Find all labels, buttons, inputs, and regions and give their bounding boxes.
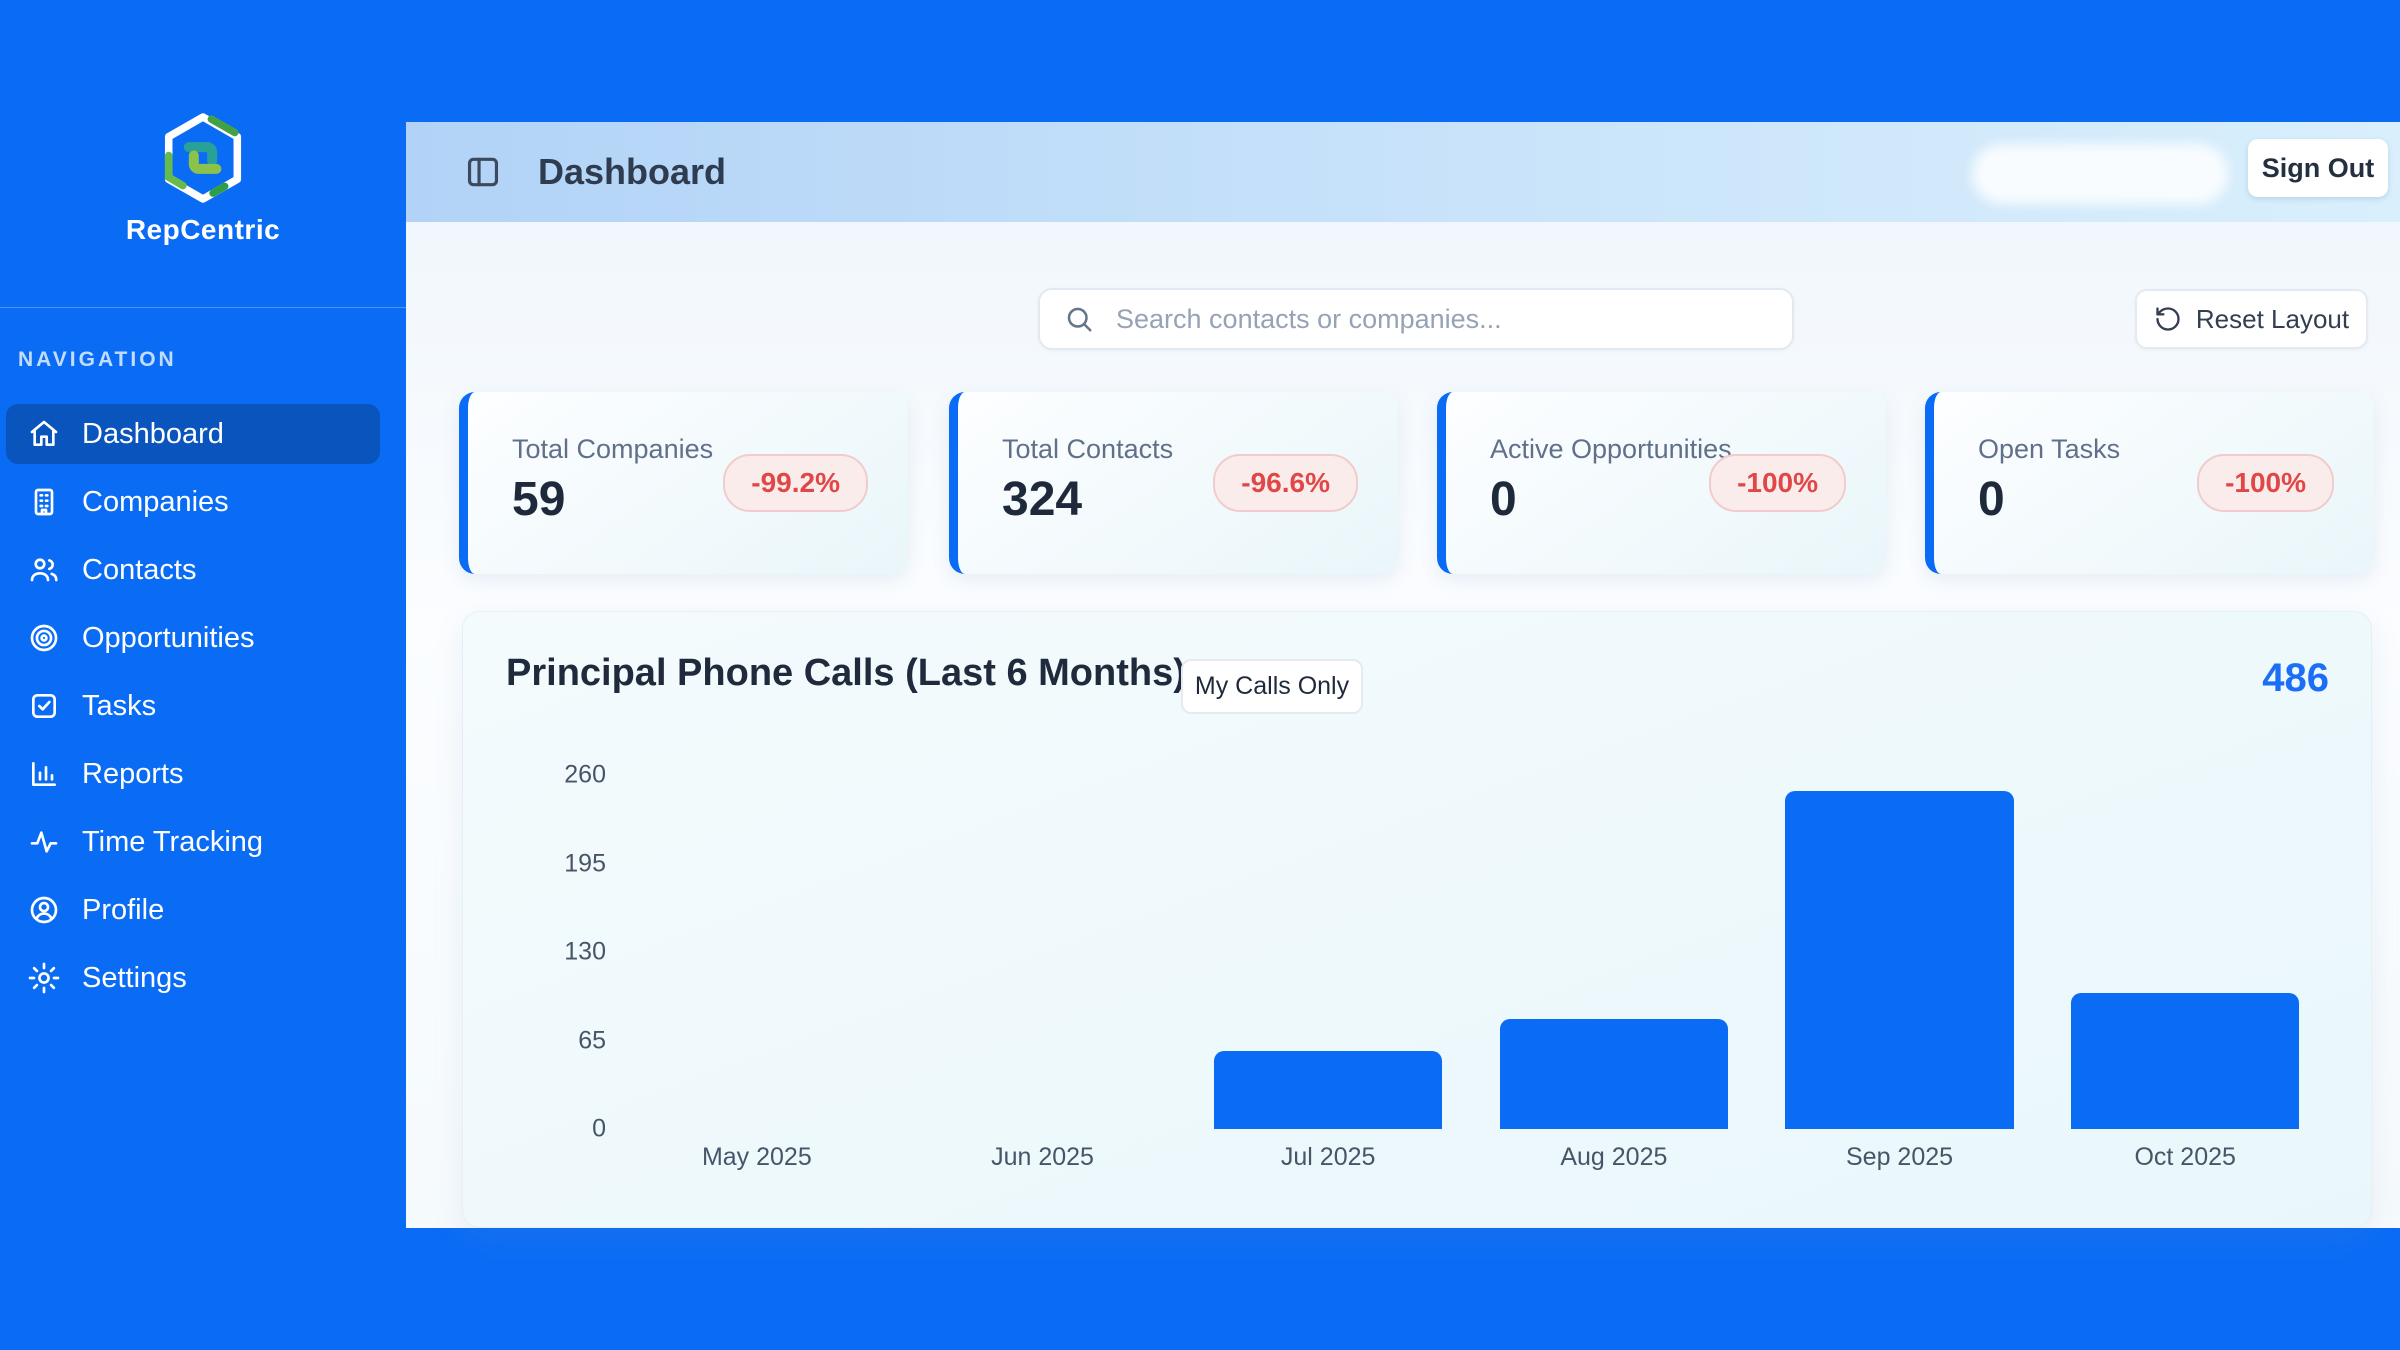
user-account-pill-blurred [1972, 144, 2228, 204]
sidebar-item-label: Time Tracking [82, 825, 264, 858]
brand-name: RepCentric [125, 214, 281, 245]
stat-value: 0 [1978, 473, 2005, 526]
stat-label: Active Opportunities [1490, 434, 1732, 464]
gear-icon [28, 962, 60, 994]
content-panel: Dashboard Sign Out Reset Layout Total Co… [406, 122, 2400, 1228]
chart-total-value: 486 [2262, 656, 2329, 700]
bar-jul-2025 [1213, 1051, 1443, 1129]
bar-sep-2025 [1785, 791, 2014, 1129]
sidebar-item-settings[interactable]: Settings [6, 948, 380, 1008]
page-header: Dashboard Sign Out [406, 122, 2400, 222]
chart-column [2042, 775, 2328, 1129]
my-calls-only-button[interactable]: My Calls Only [1181, 659, 1363, 714]
x-tick: Aug 2025 [1560, 1143, 1668, 1171]
stat-card-active-opportunities: Active Opportunities 0 -100% [1437, 392, 1886, 574]
bar-oct-2025 [2070, 992, 2300, 1129]
y-tick: 260 [564, 760, 606, 789]
sidebar-item-time-tracking[interactable]: Time Tracking [6, 812, 380, 872]
stat-label: Open Tasks [1978, 434, 2121, 464]
stat-value: 324 [1002, 473, 1083, 526]
user-circle-icon [28, 894, 60, 926]
search-bar [1038, 288, 1794, 350]
sidebar-item-dashboard[interactable]: Dashboard [6, 404, 380, 464]
x-tick: Jun 2025 [991, 1143, 1094, 1171]
sidebar-item-reports[interactable]: Reports [6, 744, 380, 804]
x-tick: Jul 2025 [1280, 1143, 1376, 1171]
stat-value: 59 [512, 473, 566, 526]
y-tick: 65 [578, 1026, 606, 1054]
nav-section-label: NAVIGATION [18, 348, 177, 371]
nav-list: Dashboard Companies Contacts Opportuniti… [0, 404, 406, 1016]
sidebar-item-label: Contacts [82, 553, 197, 586]
y-axis: 260 195 130 65 0 [493, 761, 606, 1143]
phone-calls-chart-card: Principal Phone Calls (Last 6 Months) My… [462, 611, 2372, 1228]
sidebar-item-companies[interactable]: Companies [6, 472, 380, 532]
search-input[interactable] [1114, 302, 1768, 336]
change-badge: -96.6% [1213, 454, 1358, 512]
change-badge: -100% [2197, 454, 2334, 512]
logo: RepCentric [0, 112, 406, 246]
change-badge: -99.2% [723, 454, 868, 512]
stat-label: Total Contacts [1002, 434, 1174, 464]
x-tick: Sep 2025 [1846, 1143, 1954, 1171]
sidebar-toggle-icon[interactable] [464, 153, 502, 191]
stat-card-total-companies: Total Companies 59 -99.2% [459, 392, 908, 574]
sidebar-item-label: Tasks [82, 689, 157, 722]
bar-plot-area [614, 775, 2328, 1129]
sidebar-item-profile[interactable]: Profile [6, 880, 380, 940]
chart-column [1185, 775, 1471, 1129]
sidebar: RepCentric NAVIGATION Dashboard Companie… [0, 0, 406, 1350]
rotate-ccw-icon [2154, 305, 2182, 333]
sidebar-item-label: Dashboard [82, 417, 224, 450]
x-tick: May 2025 [701, 1143, 812, 1171]
page-title: Dashboard [538, 151, 727, 192]
sidebar-item-label: Opportunities [82, 621, 255, 654]
chart-title: Principal Phone Calls (Last 6 Months) [506, 652, 1186, 694]
building-icon [28, 486, 60, 518]
sidebar-item-label: Companies [82, 485, 229, 518]
stat-label: Total Companies [512, 434, 714, 464]
reset-layout-button[interactable]: Reset Layout [2135, 289, 2368, 349]
sidebar-item-label: Reports [82, 757, 184, 790]
chart-column [614, 775, 900, 1129]
bar-chart-icon [28, 758, 60, 790]
reset-layout-label: Reset Layout [2195, 303, 2350, 334]
sidebar-item-label: Settings [82, 961, 187, 994]
users-icon [28, 554, 60, 586]
x-axis: May 2025 Jun 2025 Jul 2025 Aug 2025 Sep … [614, 1143, 2328, 1172]
stat-value: 0 [1490, 473, 1517, 526]
sidebar-item-opportunities[interactable]: Opportunities [6, 608, 380, 668]
activity-icon [28, 826, 60, 858]
search-icon [1064, 304, 1094, 334]
repcentric-hexagon-logo-icon [161, 112, 245, 204]
sidebar-item-contacts[interactable]: Contacts [6, 540, 380, 600]
chart-column [1757, 775, 2043, 1129]
y-tick: 130 [564, 937, 606, 966]
home-icon [28, 418, 60, 450]
stat-card-total-contacts: Total Contacts 324 -96.6% [949, 392, 1398, 574]
check-square-icon [28, 690, 60, 722]
y-tick: 195 [564, 849, 606, 877]
x-tick: Oct 2025 [2134, 1143, 2236, 1171]
sign-out-button[interactable]: Sign Out [2248, 139, 2388, 197]
sidebar-item-label: Profile [82, 893, 165, 926]
bar-aug-2025 [1499, 1018, 1729, 1129]
sidebar-divider [0, 307, 406, 308]
change-badge: -100% [1709, 454, 1846, 512]
y-tick: 0 [592, 1114, 606, 1143]
chart-column [900, 775, 1186, 1129]
sidebar-item-tasks[interactable]: Tasks [6, 676, 380, 736]
target-icon [28, 622, 60, 654]
chart-column [1471, 775, 1757, 1129]
stat-card-open-tasks: Open Tasks 0 -100% [1925, 392, 2374, 574]
